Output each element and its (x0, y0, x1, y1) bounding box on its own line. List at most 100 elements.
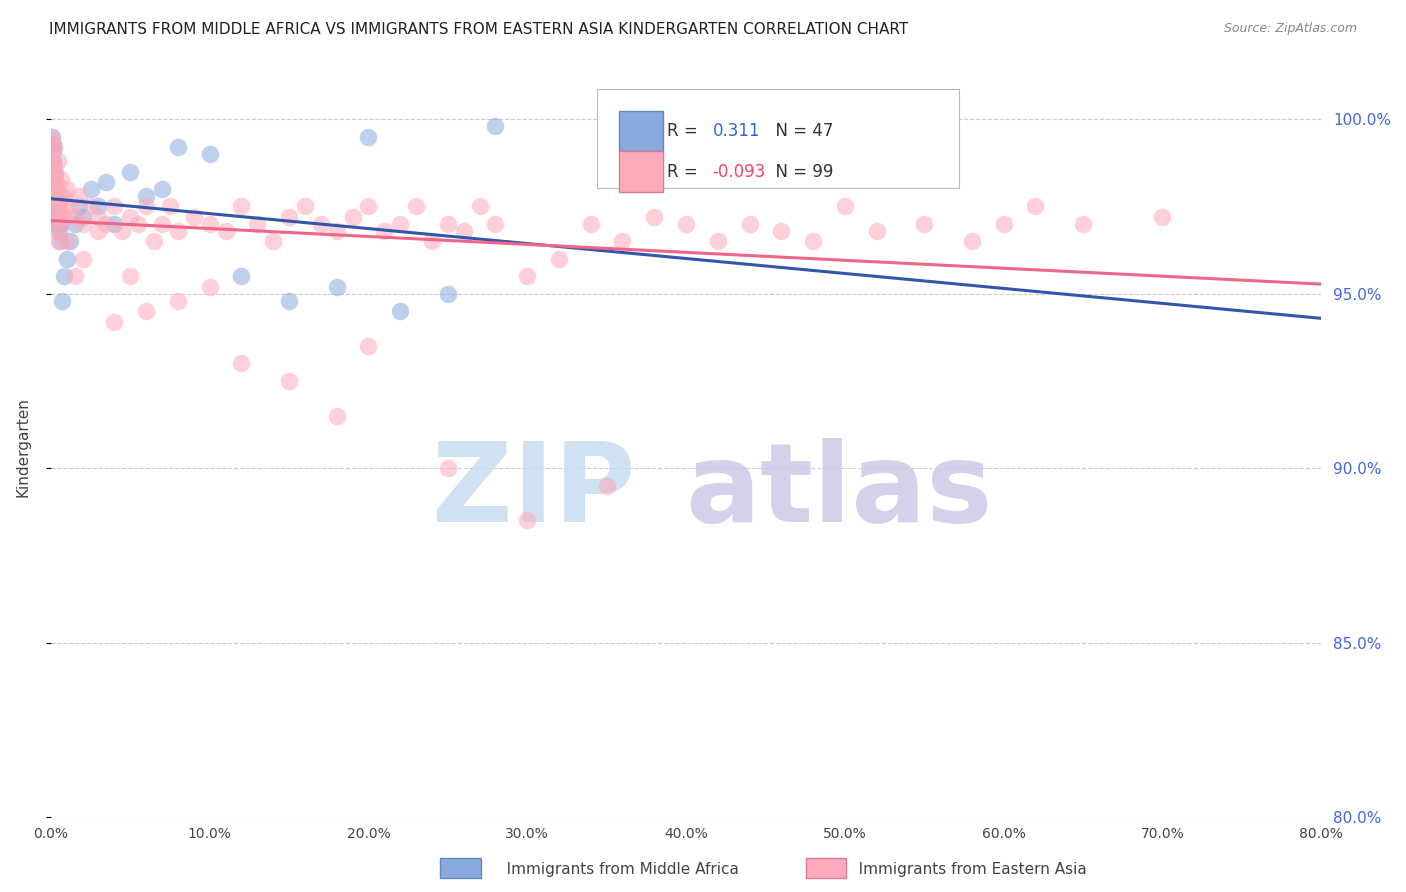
Point (516, 269, 538, 284)
Point (45, 175, 67, 189)
Point (87, 210, 110, 224)
Point (198, 217, 221, 231)
Point (1152, 210, 1174, 224)
Point (198, 279, 221, 293)
Point (993, 217, 1015, 231)
Text: N = 47: N = 47 (765, 122, 834, 140)
FancyBboxPatch shape (598, 88, 959, 188)
Point (45, 206, 67, 220)
Point (437, 217, 460, 231)
Point (87, 199, 110, 213)
Point (79, 199, 101, 213)
Point (44, 168, 66, 182)
Point (44, 164, 66, 178)
Point (51, 293, 73, 308)
Point (72, 210, 94, 224)
Point (44, 182, 66, 196)
Point (45, 210, 67, 224)
Point (67, 189, 90, 203)
Point (135, 304, 157, 318)
FancyBboxPatch shape (440, 858, 481, 878)
Point (167, 293, 190, 308)
Point (52, 269, 75, 284)
Point (45, 224, 67, 238)
Point (325, 409, 347, 423)
Text: 0.311: 0.311 (713, 122, 761, 140)
Point (51, 199, 73, 213)
Point (135, 189, 157, 203)
Point (44, 189, 66, 203)
Point (42, 164, 65, 178)
Point (484, 217, 506, 231)
Point (42, 154, 65, 169)
Point (42, 189, 65, 203)
Point (912, 217, 935, 231)
Point (63, 217, 86, 231)
Text: Source: ZipAtlas.com: Source: ZipAtlas.com (1223, 22, 1357, 36)
Point (167, 224, 190, 238)
Point (52, 189, 75, 203)
Point (55, 235, 77, 249)
Point (231, 356, 253, 370)
Point (120, 164, 142, 178)
Point (79, 182, 101, 196)
Point (675, 217, 697, 231)
Point (55, 182, 77, 196)
FancyBboxPatch shape (806, 858, 846, 878)
Point (643, 210, 665, 224)
Point (53, 210, 76, 224)
Point (49, 217, 72, 231)
Point (96, 217, 118, 231)
Point (42, 175, 65, 189)
Text: Immigrants from Eastern Asia: Immigrants from Eastern Asia (844, 863, 1087, 877)
Text: atlas: atlas (685, 438, 993, 545)
Point (45, 199, 67, 213)
FancyBboxPatch shape (619, 152, 664, 192)
Point (960, 235, 983, 249)
Point (198, 147, 221, 161)
Point (48, 235, 70, 249)
Point (738, 217, 761, 231)
Point (120, 210, 142, 224)
Point (49, 235, 72, 249)
Point (45, 182, 67, 196)
Point (63, 269, 86, 284)
Text: R =: R = (666, 122, 703, 140)
Point (46, 154, 69, 169)
Text: IMMIGRANTS FROM MIDDLE AFRICA VS IMMIGRANTS FROM EASTERN ASIA KINDERGARTEN CORRE: IMMIGRANTS FROM MIDDLE AFRICA VS IMMIGRA… (49, 22, 908, 37)
Point (183, 210, 205, 224)
Point (41, 164, 63, 178)
Point (159, 199, 181, 213)
Point (231, 199, 253, 213)
Text: R =: R = (666, 162, 703, 181)
Point (294, 199, 316, 213)
Point (707, 235, 730, 249)
Point (41, 147, 63, 161)
FancyBboxPatch shape (619, 111, 664, 152)
Point (72, 217, 94, 231)
Point (278, 293, 301, 308)
Point (468, 199, 491, 213)
Point (59, 235, 82, 249)
Point (150, 217, 173, 231)
Point (45, 206, 67, 220)
Point (45, 182, 67, 196)
Point (72, 252, 94, 266)
Point (612, 235, 634, 249)
Point (278, 210, 301, 224)
Point (484, 120, 506, 134)
Point (49, 171, 72, 186)
Point (150, 182, 173, 196)
Point (405, 199, 427, 213)
Point (55, 252, 77, 266)
Point (1071, 217, 1094, 231)
Text: Immigrants from Middle Africa: Immigrants from Middle Africa (492, 863, 740, 877)
Point (246, 217, 269, 231)
Point (67, 199, 90, 213)
Point (143, 235, 166, 249)
Point (111, 224, 134, 238)
Point (437, 286, 460, 301)
Point (865, 224, 887, 238)
Point (231, 269, 253, 284)
Point (516, 513, 538, 527)
